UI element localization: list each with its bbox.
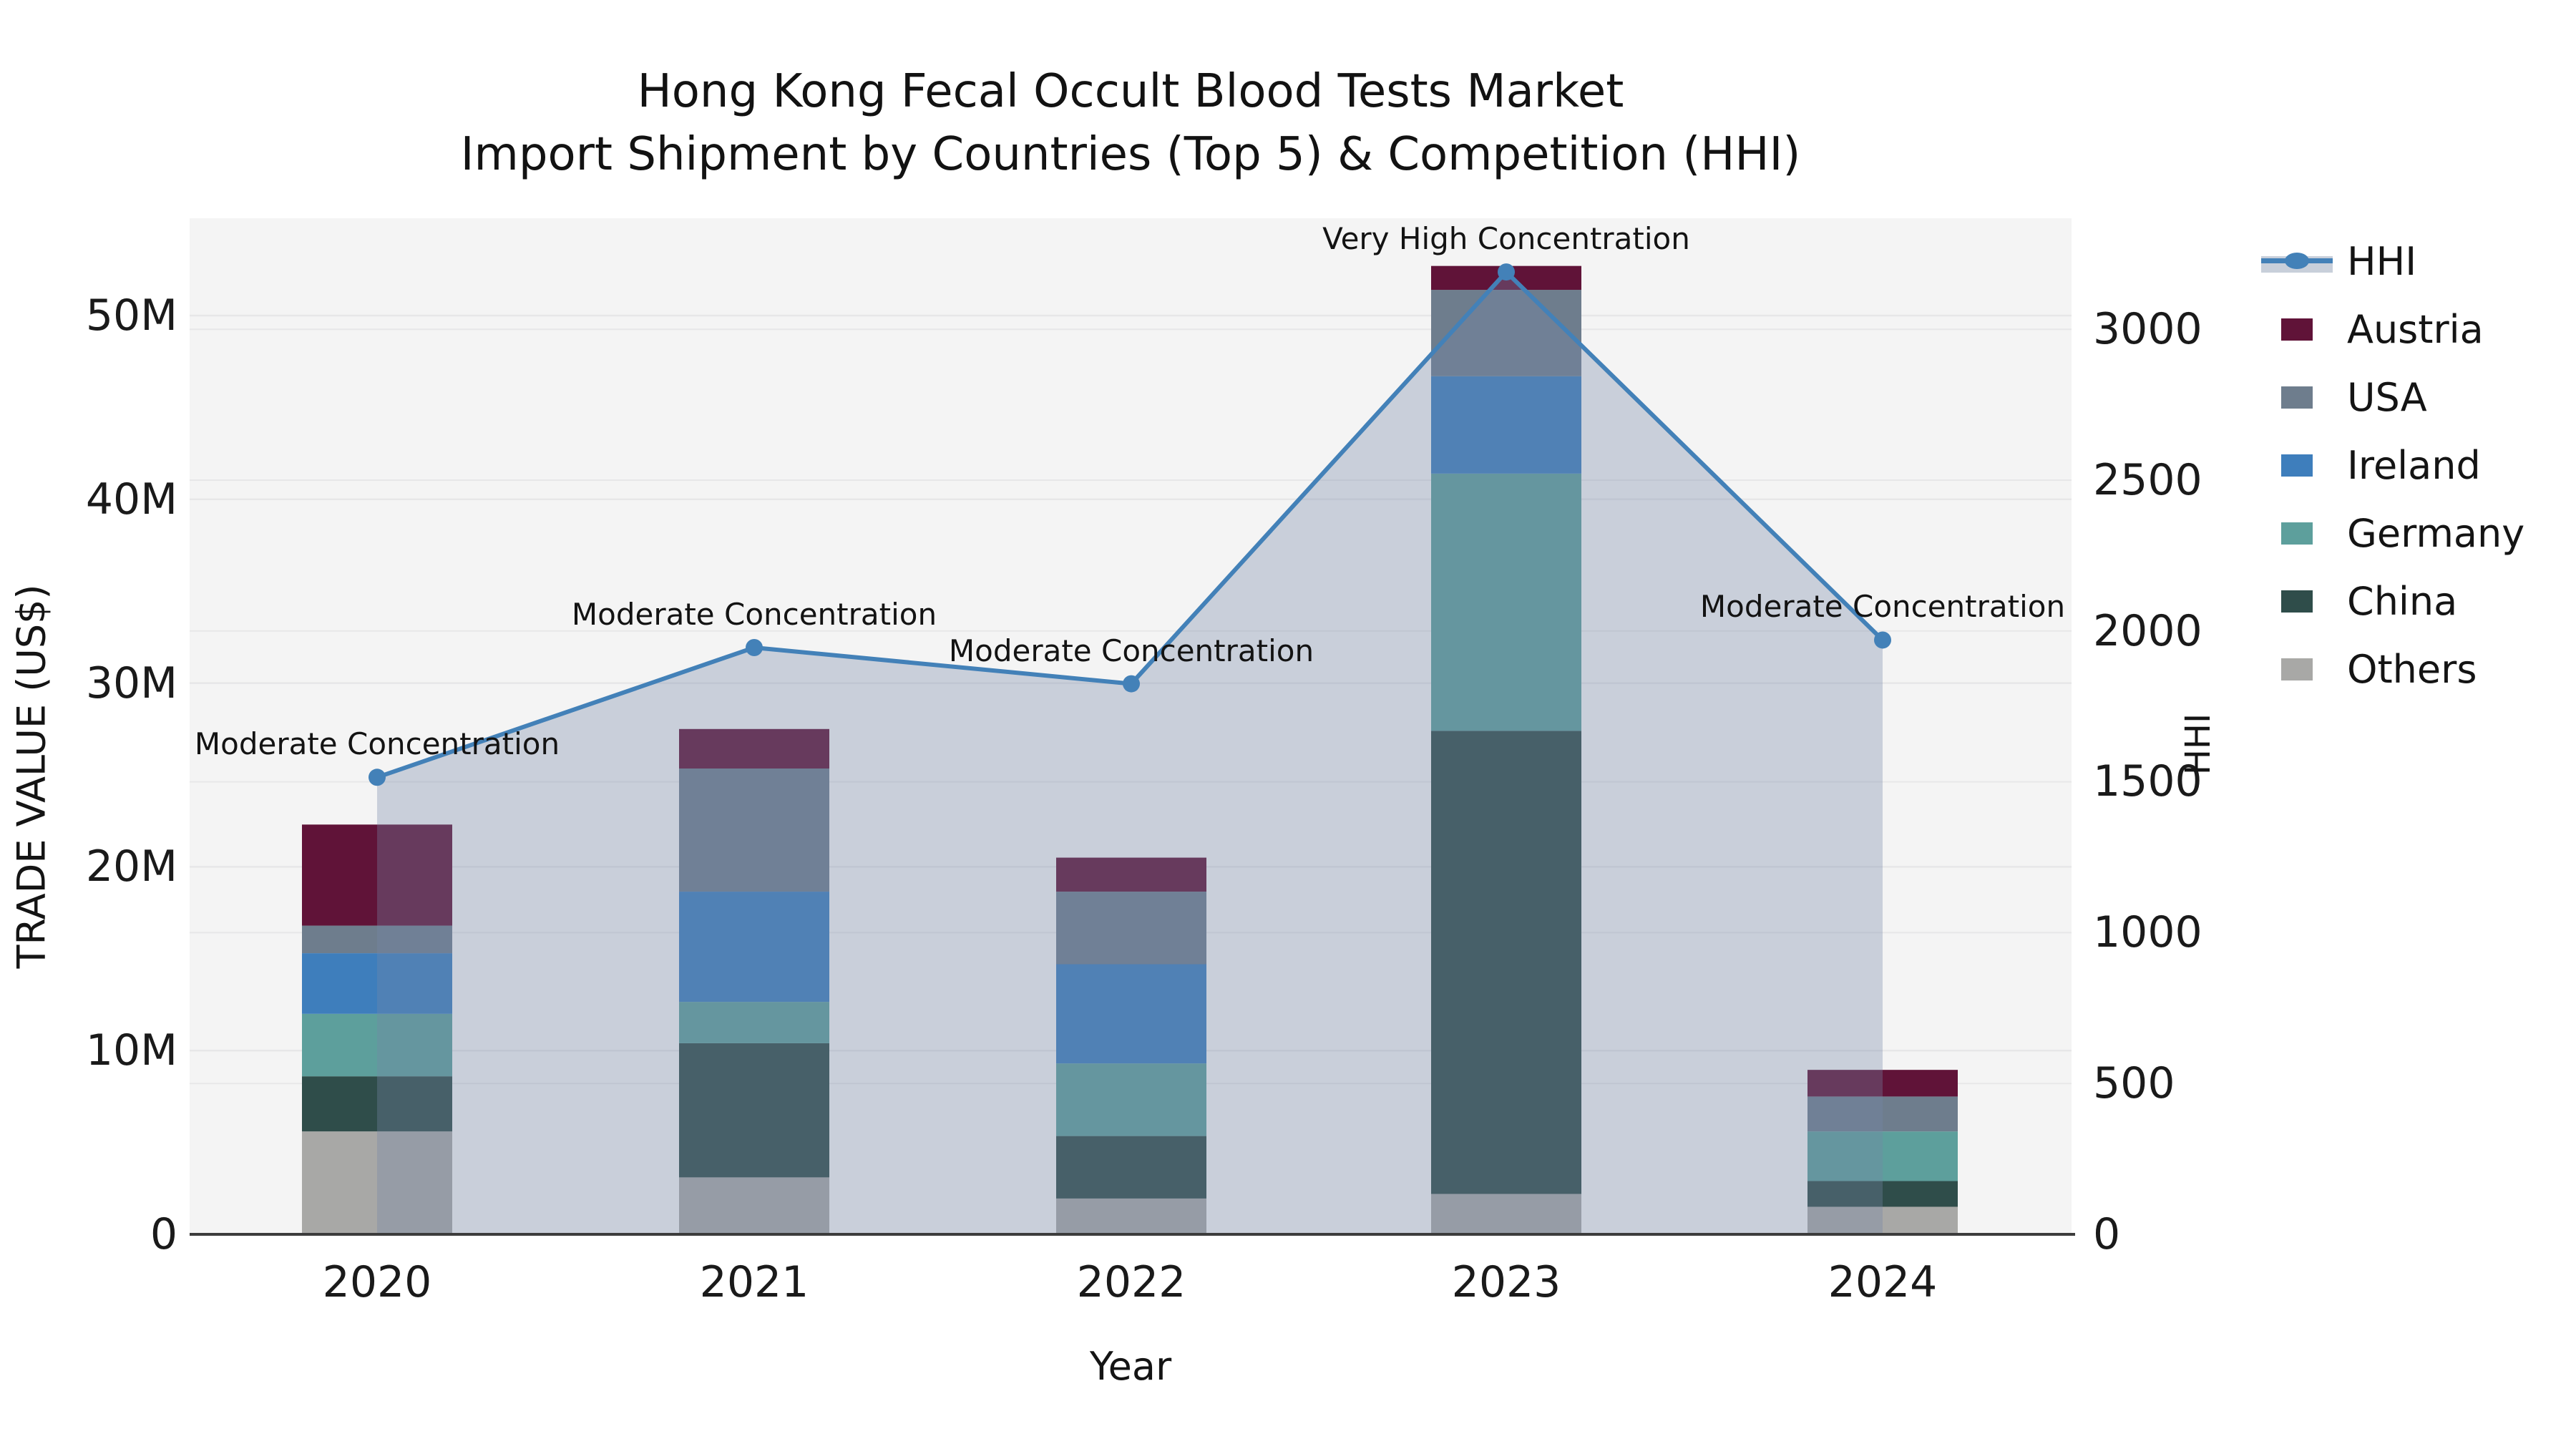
others-swatch-icon	[2281, 658, 2313, 680]
legend-label-others: Others	[2347, 647, 2477, 692]
legend-label-germany: Germany	[2347, 511, 2525, 556]
legend-label-ireland: Ireland	[2347, 443, 2481, 488]
legend-item-usa: USA	[2261, 364, 2569, 431]
legend-item-germany: Germany	[2261, 499, 2569, 567]
legend-item-ireland: Ireland	[2261, 431, 2569, 499]
x-tick-2020: 2020	[322, 1257, 432, 1307]
y-left-tick-10m: 10M	[85, 1025, 177, 1075]
y-left-tick-20m: 20M	[85, 841, 177, 892]
annotation-2024: Moderate Concentration	[1699, 589, 2066, 625]
x-tick-2023: 2023	[1451, 1257, 1561, 1307]
legend-item-china: China	[2261, 567, 2569, 635]
y-right-tick-500: 500	[2093, 1058, 2175, 1108]
y-left-tick-0: 0	[150, 1209, 177, 1259]
y-right-tick-1000: 1000	[2093, 907, 2202, 957]
y-right-tick-0: 0	[2093, 1209, 2121, 1259]
legend-item-austria: Austria	[2261, 296, 2569, 364]
usa-swatch-icon	[2281, 386, 2313, 409]
germany-swatch-icon	[2281, 522, 2313, 545]
x-axis-title: Year	[1089, 1344, 1172, 1389]
chart-title: Hong Kong Fecal Occult Blood Tests Marke…	[190, 60, 2072, 186]
chart-title-line2: Import Shipment by Countries (Top 5) & C…	[460, 128, 1801, 181]
chart-title-line1: Hong Kong Fecal Occult Blood Tests Marke…	[637, 65, 1624, 118]
annotation-2020: Moderate Concentration	[194, 726, 560, 762]
legend-label-china: China	[2347, 579, 2458, 624]
annotation-2021: Moderate Concentration	[571, 596, 937, 632]
annotation-2022: Moderate Concentration	[948, 633, 1314, 668]
legend-item-others: Others	[2261, 635, 2569, 703]
y-left-tick-30m: 30M	[85, 658, 177, 708]
x-tick-2021: 2021	[699, 1257, 809, 1307]
legend-label-hhi: HHI	[2347, 239, 2417, 284]
y-left-axis-title: TRADE VALUE (US$)	[9, 584, 54, 969]
annotation-2023: Very High Concentration	[1322, 221, 1690, 257]
ireland-swatch-icon	[2281, 454, 2313, 477]
hhi-line-marker-icon	[2261, 251, 2333, 273]
x-tick-2022: 2022	[1076, 1257, 1186, 1307]
y-right-tick-2000: 2000	[2093, 606, 2202, 656]
austria-swatch-icon	[2281, 318, 2313, 341]
legend-label-usa: USA	[2347, 375, 2427, 420]
china-swatch-icon	[2281, 590, 2313, 613]
legend: HHI Austria USA Ireland Germany China Ot…	[2261, 228, 2569, 703]
legend-label-austria: Austria	[2347, 307, 2484, 352]
legend-item-hhi: HHI	[2261, 228, 2569, 296]
y-left-tick-40m: 40M	[85, 474, 177, 525]
y-right-axis-title: HHI	[2178, 713, 2218, 776]
y-right-tick-1500: 1500	[2093, 756, 2202, 806]
y-right-tick-2500: 2500	[2093, 455, 2202, 505]
x-tick-2024: 2024	[1828, 1257, 1938, 1307]
y-left-tick-50m: 50M	[85, 291, 177, 341]
y-right-tick-3000: 3000	[2093, 304, 2202, 354]
